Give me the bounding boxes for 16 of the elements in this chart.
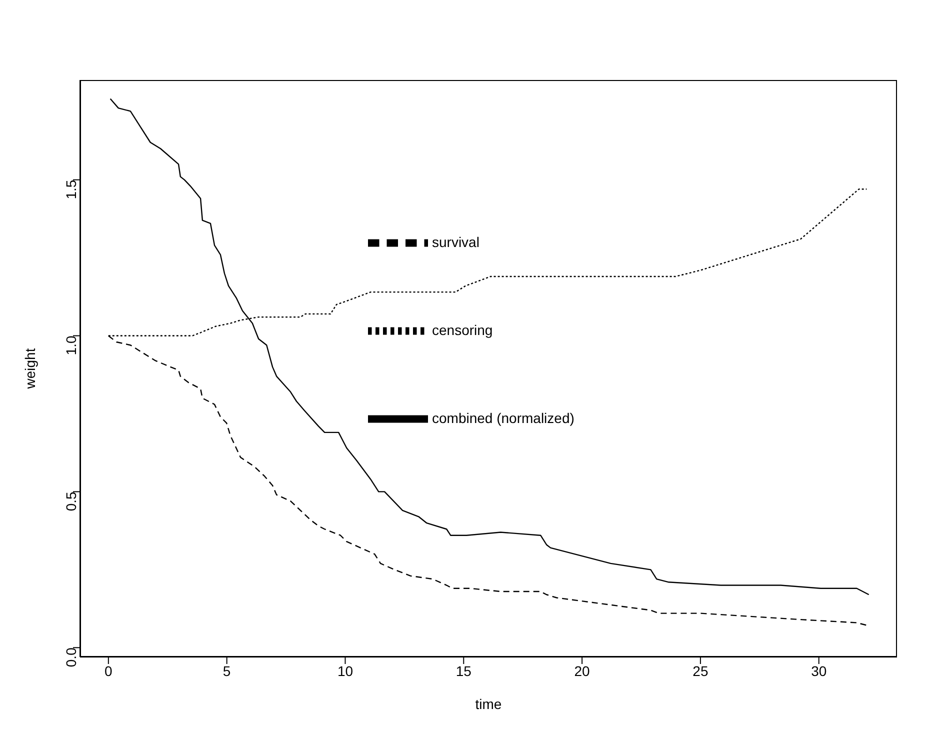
legend-label: survival: [432, 233, 480, 252]
x-tick-label: 25: [692, 662, 708, 679]
y-tick-label: 1.5: [62, 180, 79, 200]
x-tick-label: 0: [104, 662, 113, 679]
y-tick-label: 1.0: [62, 336, 79, 356]
y-axis-title: weight: [22, 348, 38, 390]
x-tick-label: 15: [456, 662, 472, 679]
y-tick-label: 0.0: [62, 647, 79, 668]
x-tick-label: 20: [574, 662, 590, 679]
legend-label: censoring: [432, 321, 493, 340]
x-axis-title: time: [475, 696, 502, 712]
x-tick-label: 10: [337, 662, 354, 679]
legend-label: combined (normalized): [432, 409, 574, 428]
y-tick-label: 0.5: [62, 491, 79, 512]
x-tick-label: 5: [222, 662, 231, 679]
x-tick-label: 30: [811, 662, 827, 679]
